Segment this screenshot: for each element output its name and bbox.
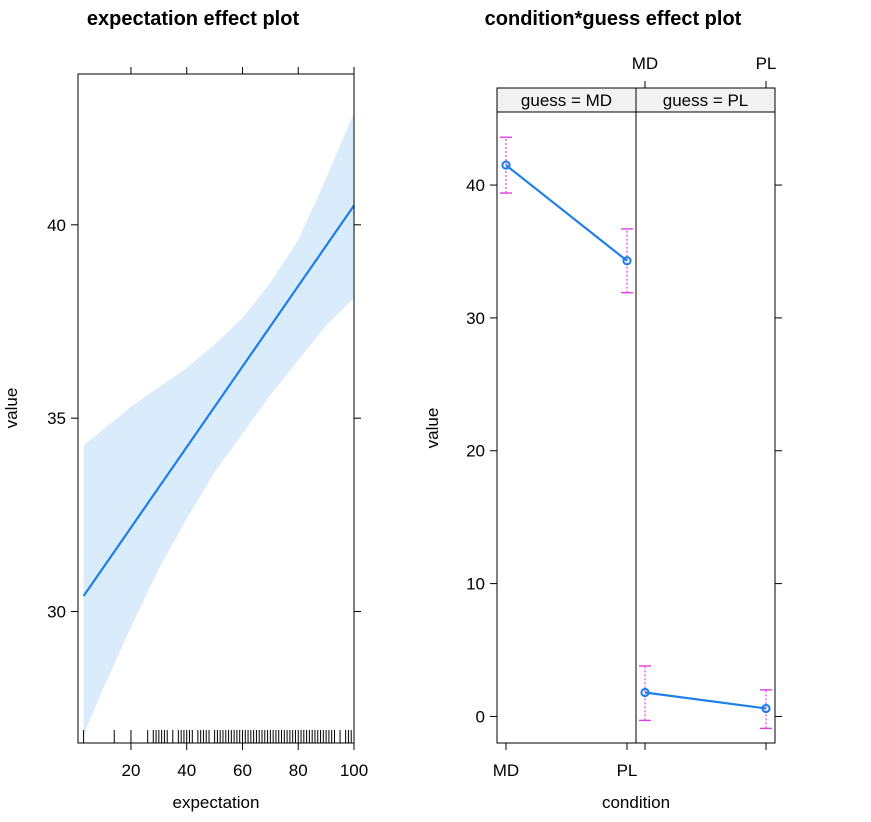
y-tick-label: 0 (476, 707, 485, 726)
y-tick-label: 30 (466, 309, 485, 328)
effect-point (622, 256, 632, 266)
effect-line (644, 691, 767, 710)
x-tick-label-top: MD (632, 54, 658, 73)
panel-strip (635, 87, 776, 113)
x-tick-label: MD (493, 761, 519, 780)
effect-point (640, 687, 650, 698)
y-tick-label: 20 (466, 442, 485, 461)
y-tick-label: 30 (47, 603, 66, 622)
right-x-axis-label: condition (602, 793, 670, 812)
left-plot-frame (77, 73, 355, 744)
right-chart-title: condition*guess effect plot (485, 8, 742, 30)
effect-point (761, 703, 771, 714)
expectation-effect-plot: expectation effect plot 20 40 60 80 100 30 35 4… (2, 8, 368, 812)
right-y-axis-label: value (423, 408, 442, 449)
x-tick-label: PL (617, 761, 638, 780)
y-tick-label: 35 (47, 409, 66, 428)
condition-guess-effect-plot: condition*guess effect plot guess = MD gu… (423, 8, 782, 812)
panel-strip-label: guess = MD (521, 91, 612, 110)
panel-frame (496, 111, 637, 744)
panel-strip-label: guess = PL (663, 91, 749, 110)
y-tick-label: 40 (47, 216, 66, 235)
y-tick-label: 10 (466, 575, 485, 594)
x-tick-label: 40 (177, 761, 196, 780)
effect-point (501, 160, 511, 170)
y-tick-label: 40 (466, 176, 485, 195)
x-tick-label: 20 (122, 761, 141, 780)
left-chart-title: expectation effect plot (87, 8, 300, 30)
confidence-band (83, 112, 354, 736)
fitted-line (82, 204, 355, 597)
panel-frame (635, 111, 776, 744)
x-tick-label: 100 (340, 761, 368, 780)
left-x-axis-label: expectation (173, 793, 260, 812)
left-y-axis-label: value (2, 388, 21, 429)
effect-line (505, 164, 628, 262)
x-tick-label: 60 (233, 761, 252, 780)
x-tick-label: 80 (289, 761, 308, 780)
x-tick-label-top: PL (756, 54, 777, 73)
